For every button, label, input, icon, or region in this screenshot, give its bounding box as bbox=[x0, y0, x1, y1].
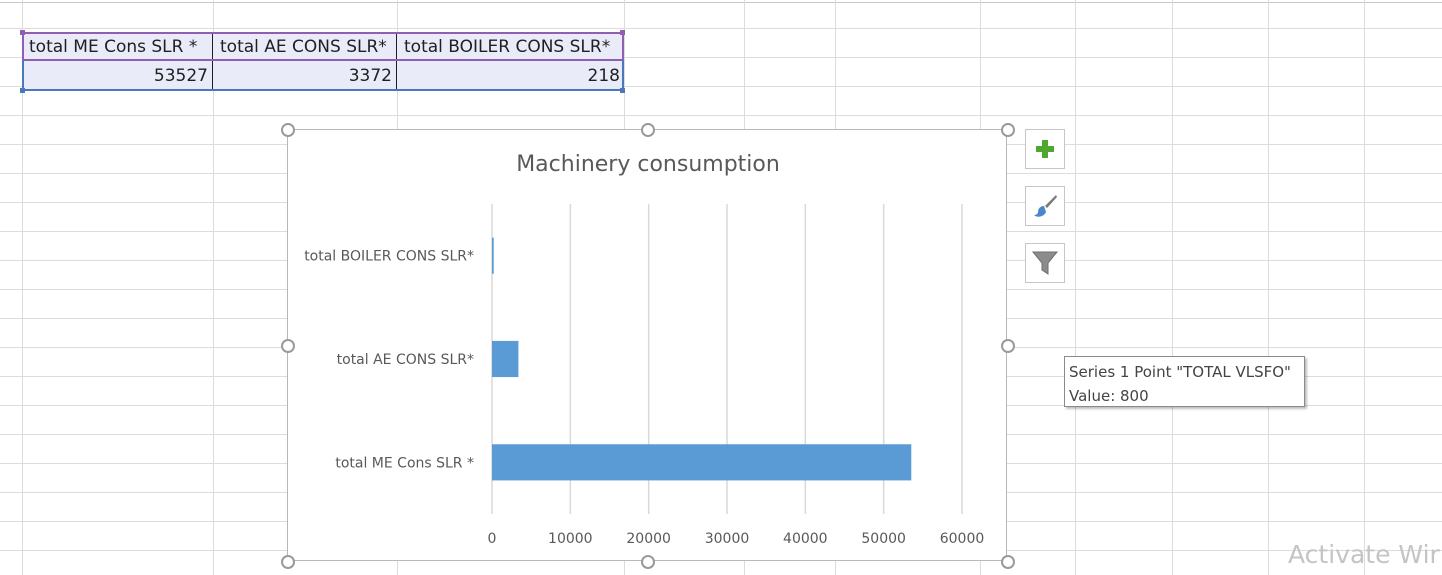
header-cell-ae-cons[interactable]: total AE CONS SLR* bbox=[213, 32, 397, 61]
resize-handle-top-left[interactable] bbox=[281, 123, 295, 137]
x-tick-label: 30000 bbox=[705, 531, 750, 547]
category-label: total ME Cons SLR * bbox=[335, 455, 474, 471]
resize-handle-top-right[interactable] bbox=[1001, 123, 1015, 137]
column-line bbox=[1075, 0, 1076, 575]
column-line bbox=[213, 0, 214, 575]
data-point-tooltip: Series 1 Point "TOTAL VLSFO" Value: 800 bbox=[1064, 356, 1305, 407]
sheet-top-border bbox=[0, 2, 1442, 3]
column-line bbox=[22, 0, 23, 575]
activate-windows-watermark: Activate Wir bbox=[1288, 540, 1440, 569]
plus-icon bbox=[1036, 140, 1054, 158]
chart-filters-button[interactable] bbox=[1025, 243, 1065, 283]
chart-elements-button[interactable] bbox=[1025, 129, 1065, 169]
column-line bbox=[1172, 0, 1173, 575]
x-tick-label: 10000 bbox=[548, 531, 593, 547]
category-label: total BOILER CONS SLR* bbox=[304, 249, 474, 265]
resize-handle-right[interactable] bbox=[1001, 339, 1015, 353]
bar bbox=[492, 237, 494, 274]
chart-title: Machinery consumption bbox=[516, 152, 780, 177]
value-cell-ae-cons[interactable]: 3372 bbox=[213, 61, 397, 90]
value-cell-me-cons[interactable]: 53527 bbox=[22, 61, 213, 90]
column-line bbox=[1268, 0, 1269, 575]
column-line bbox=[1364, 0, 1365, 575]
bar bbox=[492, 444, 912, 481]
x-tick-label: 0 bbox=[488, 531, 497, 547]
resize-handle-bottom-right[interactable] bbox=[1001, 555, 1015, 569]
bar-chart: Machinery consumption 0 10000 20000 30000 400… bbox=[304, 152, 985, 547]
data-table: total ME Cons SLR * total AE CONS SLR* t… bbox=[22, 32, 624, 90]
header-cell-me-cons[interactable]: total ME Cons SLR * bbox=[22, 32, 213, 61]
x-tick-label: 40000 bbox=[783, 531, 828, 547]
tooltip-value: Value: 800 bbox=[1069, 387, 1149, 405]
value-cell-boiler-cons[interactable]: 218 bbox=[397, 61, 624, 90]
resize-handle-left[interactable] bbox=[281, 339, 295, 353]
resize-handle-bottom[interactable] bbox=[641, 555, 655, 569]
bar bbox=[492, 340, 519, 378]
chart-styles-button[interactable] bbox=[1025, 186, 1065, 226]
x-tick-label: 60000 bbox=[940, 531, 985, 547]
chart-area[interactable]: Machinery consumption 0 10000 20000 30000 400… bbox=[287, 129, 1007, 561]
filter-icon bbox=[1031, 251, 1059, 275]
tooltip-series-point: Series 1 Point "TOTAL VLSFO" bbox=[1069, 363, 1291, 381]
x-tick-label: 20000 bbox=[626, 531, 671, 547]
category-label: total AE CONS SLR* bbox=[337, 352, 474, 368]
table-row: 53527 3372 218 bbox=[22, 61, 624, 90]
resize-handle-bottom-left[interactable] bbox=[281, 555, 295, 569]
header-cell-boiler-cons[interactable]: total BOILER CONS SLR* bbox=[397, 32, 624, 61]
brush-icon bbox=[1034, 195, 1057, 217]
resize-handle-top[interactable] bbox=[641, 123, 655, 137]
x-tick-label: 50000 bbox=[861, 531, 906, 547]
table-header-row: total ME Cons SLR * total AE CONS SLR* t… bbox=[22, 32, 624, 61]
